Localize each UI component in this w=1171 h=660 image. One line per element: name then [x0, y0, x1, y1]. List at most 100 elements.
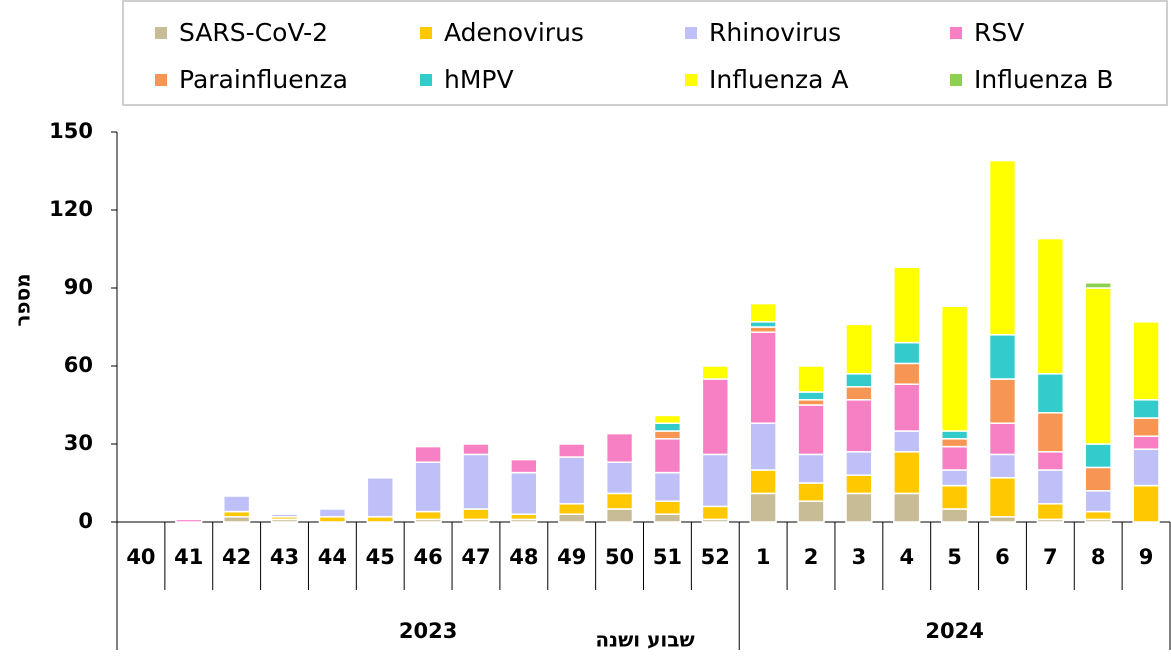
x-tick-label: 48 — [509, 545, 538, 569]
bar-segment — [749, 321, 777, 328]
bar-segment — [940, 430, 969, 440]
bar-segment — [1084, 466, 1112, 492]
bar-segment — [1036, 237, 1065, 375]
bar-segment — [462, 508, 490, 521]
bar-segment — [749, 302, 777, 323]
bar-segment — [1084, 282, 1112, 289]
legend-swatch — [420, 74, 432, 86]
bar-segment — [988, 477, 1017, 518]
bar-segment — [701, 453, 729, 508]
bar-segment — [893, 492, 921, 523]
bar-segment — [845, 492, 873, 523]
bar-segment — [845, 323, 873, 375]
bar-segment — [653, 438, 682, 474]
x-tick-label: 52 — [701, 545, 730, 569]
y-tick-label: 90 — [64, 275, 93, 299]
bar-segment — [893, 341, 921, 365]
x-axis-title: שבוע ושנה — [595, 628, 694, 652]
legend-swatch — [685, 74, 697, 86]
legend-swatch — [155, 27, 167, 39]
bar-segment — [1036, 412, 1065, 453]
bar-segment — [318, 516, 347, 523]
bar-segment — [270, 513, 299, 518]
bar-segment — [1132, 448, 1160, 487]
x-tick-label: 43 — [270, 545, 299, 569]
y-tick-label: 150 — [49, 119, 93, 143]
bar-segment — [414, 461, 442, 513]
x-tick-label: 8 — [1091, 545, 1106, 569]
y-tick-label: 30 — [64, 431, 93, 455]
bar-segment — [366, 516, 394, 523]
x-tick-label: 45 — [366, 545, 395, 569]
bar-segment — [1132, 321, 1160, 401]
bar-segment — [940, 469, 969, 487]
legend-label: SARS-CoV-2 — [179, 18, 328, 47]
bar-segment — [653, 471, 682, 502]
bar-segment — [653, 513, 682, 523]
bar-segment — [366, 477, 394, 518]
bar-segment — [940, 445, 969, 471]
legend-label: Rhinovirus — [709, 18, 841, 47]
x-tick-label: 6 — [995, 545, 1010, 569]
legend-label: Parainfluenza — [179, 65, 348, 94]
bar-segment — [1132, 435, 1160, 450]
y-tick-label: 60 — [64, 353, 93, 377]
legend-label: Adenovirus — [444, 18, 584, 47]
legend-swatch — [685, 27, 697, 39]
legend-label: hMPV — [444, 65, 514, 94]
bar-segment — [653, 500, 682, 515]
bar-segment — [749, 469, 777, 495]
legend-label: RSV — [974, 18, 1024, 47]
bar-segment — [318, 508, 347, 518]
bar-segment — [797, 404, 825, 456]
y-tick-label: 120 — [49, 197, 93, 221]
bar-segment — [988, 422, 1017, 456]
bar-segment — [893, 451, 921, 495]
bar-segment — [1036, 469, 1065, 505]
bar-segment — [845, 399, 873, 453]
bar-segment — [414, 445, 442, 463]
bar-segment — [797, 365, 825, 393]
bar-segment — [845, 474, 873, 495]
y-axis-title: מספר — [11, 273, 35, 326]
bar-segment — [940, 305, 969, 432]
bar-segment — [510, 471, 538, 515]
x-tick-label: 46 — [413, 545, 442, 569]
bar-segment — [749, 331, 777, 424]
bar-segment — [749, 492, 777, 523]
bar-segment — [797, 399, 825, 406]
legend-swatch — [950, 74, 962, 86]
bar-segment — [988, 334, 1017, 380]
x-tick-label: 7 — [1043, 545, 1058, 569]
bar-segment — [797, 453, 825, 484]
x-tick-label: 1 — [756, 545, 771, 569]
bar-segment — [175, 518, 203, 523]
bar-segment — [988, 516, 1017, 523]
bar-segment — [605, 432, 634, 463]
bar-segment — [510, 458, 538, 474]
x-tick-label: 50 — [605, 545, 634, 569]
x-tick-label: 9 — [1139, 545, 1154, 569]
bar-segment — [1132, 417, 1160, 437]
x-tick-label: 40 — [126, 545, 155, 569]
bar-segment — [462, 443, 490, 456]
bar-segment — [940, 508, 969, 523]
bar-segment — [1132, 484, 1160, 523]
bar-segment — [222, 510, 251, 518]
legend-label: Influenza A — [709, 65, 849, 94]
legend-swatch — [950, 27, 962, 39]
x-tick-label: 41 — [174, 545, 203, 569]
bar-segment — [510, 513, 538, 521]
bar-segment — [653, 414, 682, 424]
bar-segment — [893, 362, 921, 385]
bar-segment — [988, 453, 1017, 479]
x-tick-label: 47 — [461, 545, 490, 569]
bar-segment — [797, 391, 825, 401]
y-tick-label: 0 — [78, 509, 93, 533]
bar-segment — [1084, 490, 1112, 513]
bar-segment — [653, 422, 682, 432]
x-tick-label: 42 — [222, 545, 251, 569]
legend-label: Influenza B — [974, 65, 1114, 94]
group-label: 2023 — [399, 619, 457, 643]
bar-segment — [701, 365, 729, 380]
